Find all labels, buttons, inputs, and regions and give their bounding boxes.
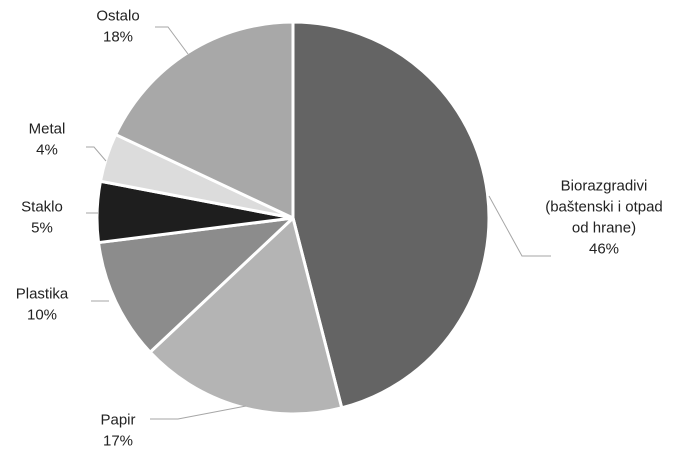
leader-line-biorazgradivi [489, 196, 551, 256]
slice-name-label: Papir [100, 411, 135, 428]
slice-label-metal: Metal 4% [29, 120, 66, 158]
slice-name-label: Metal [29, 120, 66, 137]
slice-name-label: (baštenski i otpad [545, 198, 663, 215]
slice-label-staklo: Staklo 5% [21, 198, 63, 236]
slice-name-label: od hrane) [572, 219, 636, 236]
slice-value-label: 17% [103, 432, 133, 449]
slice-label-plastika: Plastika 10% [16, 285, 69, 323]
slice-name-label: Ostalo [96, 7, 139, 24]
slice-label-biorazgradivi: Biorazgradivi (baštenski i otpad od hrane)… [545, 177, 663, 257]
slice-label-papir: Papir 17% [100, 411, 135, 449]
leader-line-papir [150, 406, 246, 419]
slice-name-label: Biorazgradivi [561, 177, 648, 194]
slice-value-label: 46% [589, 240, 619, 257]
slice-value-label: 10% [27, 306, 57, 323]
slice-label-ostalo: Ostalo 18% [96, 7, 139, 45]
leader-line-metal [86, 147, 106, 161]
leader-line-ostalo [155, 27, 188, 54]
slice-value-label: 4% [36, 141, 58, 158]
slice-name-label: Plastika [16, 285, 69, 302]
slice-value-label: 5% [31, 219, 53, 236]
slice-name-label: Staklo [21, 198, 63, 215]
slice-value-label: 18% [103, 28, 133, 45]
